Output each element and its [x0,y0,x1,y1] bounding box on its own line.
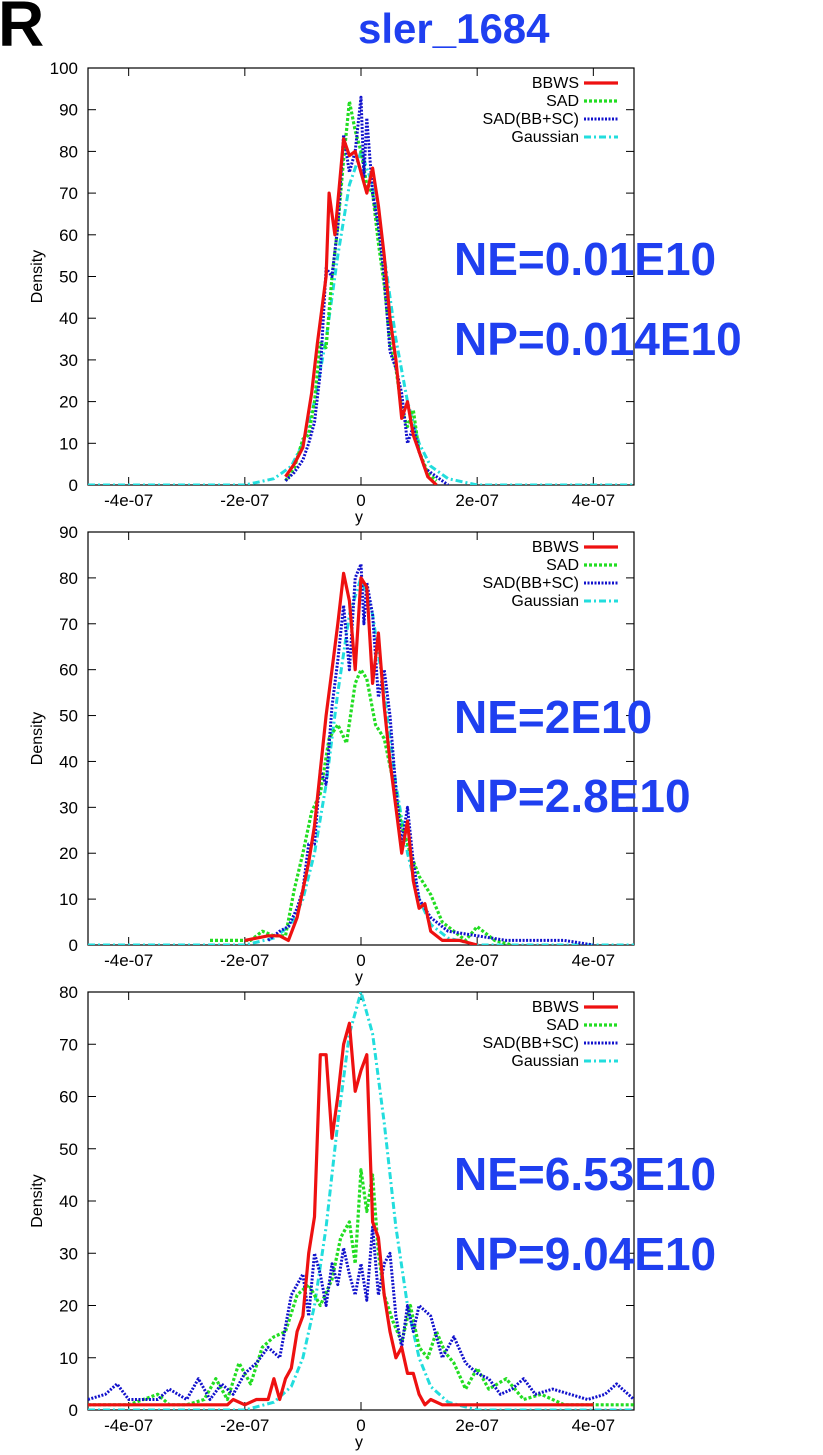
series-line-sad-bb-sc- [88,1225,634,1401]
legend-label: SAD [546,557,579,574]
y-tick-label: 50 [59,268,78,287]
beam-intensity-annotation: NE=0.01E10 [454,233,716,285]
x-tick-label: 4e-07 [572,491,615,510]
y-tick-label: 90 [59,523,78,542]
y-tick-label: 10 [59,890,78,909]
beam-intensity-annotation: NP=0.014E10 [454,313,742,365]
y-tick-label: 20 [59,393,78,412]
y-tick-label: 10 [59,434,78,453]
y-tick-label: 70 [59,1035,78,1054]
x-tick-label: -2e-07 [220,951,269,970]
y-tick-label: 60 [59,226,78,245]
x-tick-label: 2e-07 [455,491,498,510]
y-tick-label: 40 [59,309,78,328]
legend-label: SAD [546,1017,579,1034]
y-tick-label: 50 [59,1140,78,1159]
x-tick-label: 4e-07 [572,1416,615,1435]
y-tick-label: 50 [59,707,78,726]
legend-label: BBWS [532,75,579,92]
beam-intensity-annotation: NE=2E10 [454,691,652,743]
figure-title: sler_1684 [358,5,550,52]
legend-label: BBWS [532,999,579,1016]
y-tick-label: 20 [59,1297,78,1316]
x-tick-label: 0 [356,951,365,970]
legend-label: Gaussian [511,1053,579,1070]
beam-intensity-annotation: NP=2.8E10 [454,770,691,822]
y-axis-label: Density [29,1174,46,1227]
series-line-sad-bb-sc- [267,562,594,945]
chart-panel-1: 0 10 20 30 40 50 60 70 80 90 100 -4e-07 -2e-07 0 2e-07… [29,59,742,526]
chart-panel-3: 0 10 20 30 40 50 60 70 80 -4e-07 -2e-07 0 2e-07 4e-07… [29,983,716,1451]
beam-intensity-annotation: NE=6.53E10 [454,1148,716,1200]
series-line-gaussian [88,992,634,1410]
series-line-gaussian [88,576,634,945]
legend-label: SAD(BB+SC) [483,575,579,592]
x-tick-label: -4e-07 [104,491,153,510]
y-tick-label: 40 [59,1192,78,1211]
y-tick-label: 0 [69,476,78,495]
x-axis-label: y [355,509,363,526]
y-tick-label: 80 [59,983,78,1002]
beam-intensity-annotation: NP=9.04E10 [454,1228,716,1280]
y-tick-label: 0 [69,936,78,955]
y-tick-label: 30 [59,1244,78,1263]
y-tick-label: 90 [59,101,78,120]
x-tick-label: 0 [356,491,365,510]
y-tick-label: 30 [59,351,78,370]
y-axis-label: Density [29,712,46,765]
y-tick-label: 0 [69,1401,78,1420]
x-tick-label: -2e-07 [220,1416,269,1435]
x-axis-label: y [355,1434,363,1451]
legend-label: SAD(BB+SC) [483,1035,579,1052]
y-tick-label: 70 [59,184,78,203]
series-line-bbws [88,1021,594,1407]
series-line-bbws [244,571,478,945]
series-line-sad [284,99,438,482]
y-tick-label: 100 [50,59,78,78]
y-tick-label: 20 [59,844,78,863]
series-line-bbws [284,137,438,485]
x-axis-label: y [355,969,363,986]
y-tick-label: 30 [59,798,78,817]
legend-label: BBWS [532,539,579,556]
x-tick-label: -4e-07 [104,951,153,970]
legend-label: SAD(BB+SC) [483,111,579,128]
legend-label: Gaussian [511,593,579,610]
y-tick-label: 60 [59,661,78,680]
y-tick-label: 80 [59,569,78,588]
series-line-sad [88,1168,634,1407]
y-tick-label: 60 [59,1088,78,1107]
x-tick-label: 4e-07 [572,951,615,970]
legend-label: Gaussian [511,129,579,146]
y-tick-label: 70 [59,615,78,634]
x-tick-label: -4e-07 [104,1416,153,1435]
x-tick-label: 0 [356,1416,365,1435]
y-axis-label: Density [29,250,46,303]
legend-label: SAD [546,93,579,110]
y-tick-label: 80 [59,142,78,161]
y-tick-label: 10 [59,1349,78,1368]
panel-letter: R [0,0,45,60]
y-tick-label: 40 [59,752,78,771]
x-tick-label: -2e-07 [220,491,269,510]
x-tick-label: 2e-07 [455,951,498,970]
x-tick-label: 2e-07 [455,1416,498,1435]
chart-panel-2: 0 10 20 30 40 50 60 70 80 90 -4e-07 -2e-07 0 2e-07 4e-… [29,523,691,986]
